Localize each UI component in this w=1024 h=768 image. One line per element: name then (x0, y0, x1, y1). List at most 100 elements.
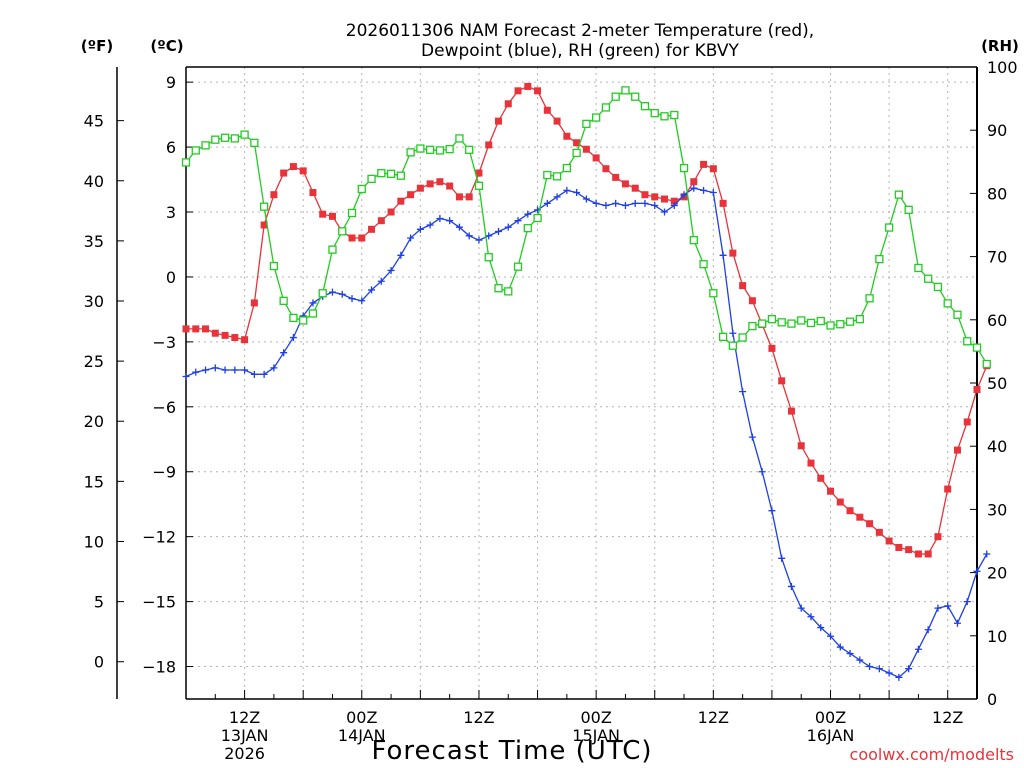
rh-point (806, 318, 816, 328)
dewpoint-point (250, 370, 258, 378)
temperature-point (534, 87, 542, 95)
temperature-point (573, 139, 581, 147)
dewpoint-point (641, 199, 649, 207)
celsius-tick-label: −15 (142, 593, 176, 612)
dewpoint-point (807, 613, 815, 621)
dewpoint-point (289, 334, 297, 342)
temperature-point (934, 533, 942, 541)
dewpoint-point (778, 554, 786, 562)
dewpoint-point (709, 189, 717, 197)
temperature-point (797, 442, 805, 450)
temperature-point (885, 537, 893, 545)
dewpoint-point (856, 656, 864, 664)
rh-tick-label: 50 (987, 374, 1007, 393)
celsius-tick-label: −18 (142, 658, 176, 677)
celsius-tick-label: 3 (166, 203, 176, 222)
dewpoint-point (524, 210, 532, 218)
dewpoint-point (475, 236, 483, 244)
x-tick-label: 00Z (580, 708, 611, 727)
rh-point (738, 333, 747, 342)
rh-tick-label: 10 (987, 627, 1007, 646)
dewpoint-point (543, 199, 551, 207)
temperature-point (407, 191, 415, 199)
celsius-tick-label: −6 (152, 398, 176, 417)
series-layer (181, 82, 991, 681)
celsius-tick-label: 6 (166, 138, 176, 157)
dewpoint-point (748, 433, 756, 441)
rh-point (982, 359, 991, 369)
celsius-tick-label: −12 (142, 528, 176, 547)
x-tick-label: 12Z (698, 708, 729, 727)
dewpoint-point (700, 186, 708, 194)
rh-point (425, 145, 435, 154)
temperature-point (875, 528, 883, 536)
temperature-point (739, 282, 747, 290)
dewpoint-point (436, 215, 444, 223)
rh-point (523, 224, 532, 233)
rh-point (591, 113, 601, 122)
chart-title-line1: 2026011306 NAM Forecast 2-meter Temperat… (346, 21, 814, 41)
chart-title-line2: Dewpoint (blue), RH (green) for KBVY (421, 41, 739, 61)
x-tick-label: 12Z (932, 708, 963, 727)
rh-axis-label: (RH) (981, 37, 1019, 55)
dewpoint-point (397, 251, 405, 259)
temperature-point (924, 550, 932, 558)
temperature-point (289, 163, 297, 171)
dewpoint-point (387, 266, 395, 274)
rh-point (445, 145, 454, 154)
temperature-point (358, 234, 366, 242)
dewpoint-point (426, 221, 434, 229)
temperature-point (866, 520, 874, 528)
temperature-point (455, 193, 463, 201)
dewpoint-point (758, 468, 766, 476)
rh-point (191, 146, 200, 155)
dewpoint-point (866, 663, 874, 671)
dewpoint-point (192, 368, 200, 376)
x-tick-label: 16JAN (807, 726, 855, 745)
temperature-point (670, 197, 678, 205)
temperature-point (661, 195, 669, 203)
temperature-point (827, 487, 835, 495)
dewpoint-point (348, 295, 356, 303)
temperature-point (202, 325, 210, 333)
rh-point (699, 260, 708, 269)
temperature-point (641, 191, 649, 199)
rh-point (504, 287, 513, 296)
temperature-point (319, 210, 327, 218)
temperature-point (446, 182, 454, 190)
temperature-point (377, 217, 385, 225)
rh-point (797, 316, 806, 325)
temperature-point (192, 325, 200, 333)
rh-point (543, 170, 552, 180)
rh-point (250, 138, 259, 147)
temperature-point (328, 212, 336, 220)
dewpoint-point (836, 643, 844, 651)
temperature-point (709, 165, 717, 173)
temperature-point (182, 325, 190, 333)
rh-point (552, 172, 562, 181)
series-temperature (182, 82, 991, 558)
temperature-point (280, 169, 288, 177)
temperature-point (690, 178, 698, 186)
celsius-tick-label: −9 (152, 463, 176, 482)
temperature-point (944, 485, 952, 493)
rh-tick-label: 0 (987, 690, 997, 709)
dewpoint-point (221, 366, 229, 374)
dewpoint-point (407, 234, 415, 242)
temperature-point (768, 344, 776, 352)
dewpoint-point (358, 297, 366, 305)
temperature-point (387, 208, 395, 216)
temperature-point (895, 543, 903, 551)
temperature-point (250, 299, 258, 307)
dewpoint-point (241, 366, 249, 374)
temperature-point (836, 498, 844, 506)
x-tick-label: 12Z (229, 708, 260, 727)
dewpoint-point (202, 366, 210, 374)
fahrenheit-tick-label: 45 (84, 112, 104, 131)
celsius-axis-label: (ºC) (150, 37, 183, 55)
temperature-point (700, 160, 708, 168)
x-tick-label: 12Z (463, 708, 494, 727)
rh-point (386, 169, 396, 178)
rh-point (826, 321, 835, 330)
rh-point (308, 309, 318, 318)
